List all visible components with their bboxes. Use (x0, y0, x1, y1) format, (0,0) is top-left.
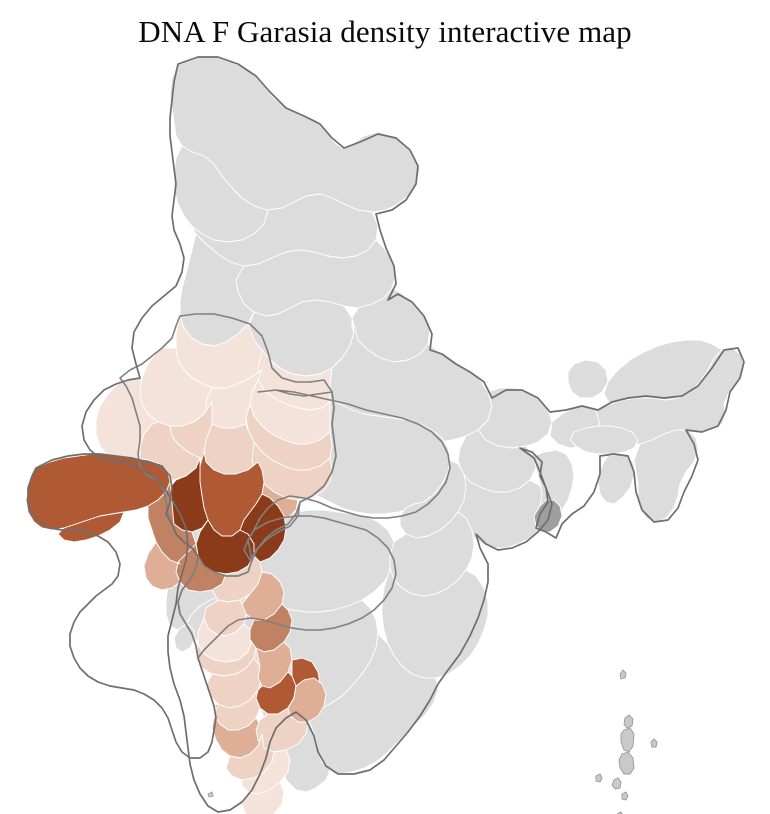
district-aravalli[interactable] (143, 541, 181, 591)
state-border-madhya-pradesh (243, 389, 451, 561)
choropleth-highlight-group[interactable] (25, 315, 333, 814)
district-tripura[interactable] (597, 453, 635, 505)
india-choropleth-map[interactable] (0, 52, 770, 814)
page-title: DNA F Garasia density interactive map (138, 14, 632, 49)
district-barmer[interactable] (95, 377, 159, 463)
state-border-gujarat (27, 453, 217, 759)
country-border-india (81, 56, 745, 813)
district-bihar[interactable] (477, 387, 553, 449)
district-nashik[interactable] (255, 707, 309, 753)
district-arunachal[interactable] (603, 339, 723, 405)
district-tripura-mizoram-manipur[interactable] (633, 429, 699, 523)
district-raigad[interactable] (241, 781, 285, 814)
district-goa[interactable] (173, 623, 195, 653)
district-meghalaya[interactable] (569, 425, 639, 455)
district-kachchh-south-arm[interactable] (57, 511, 125, 543)
district-sikkim[interactable] (567, 359, 609, 399)
state-boundaries-group (27, 56, 745, 813)
state-border-maharashtra (177, 515, 397, 659)
andaman-nicobar-islands[interactable] (595, 669, 658, 814)
